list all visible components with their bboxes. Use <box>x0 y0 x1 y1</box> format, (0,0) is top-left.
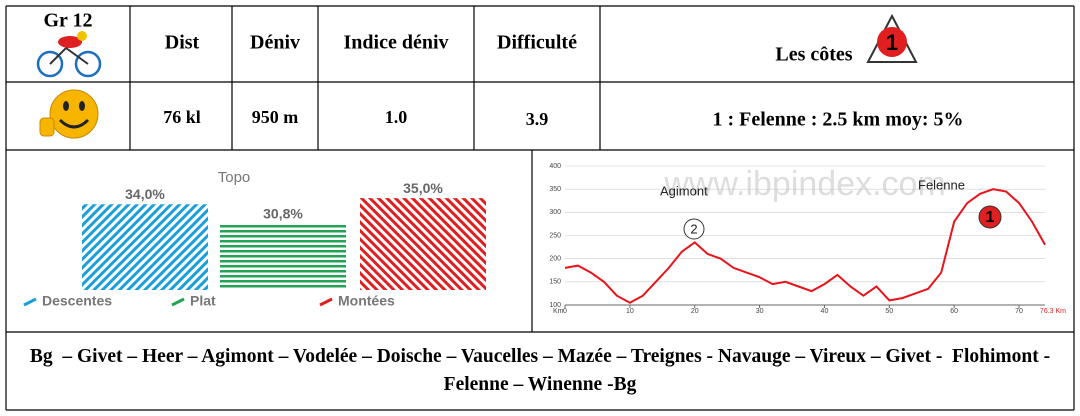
marker-circle <box>978 205 1002 229</box>
y-tick-label: 150 <box>549 279 561 286</box>
y-tick-label: 300 <box>549 209 561 216</box>
legend-key <box>171 297 185 307</box>
header-cell: Dist <box>165 32 200 54</box>
y-tick-label: 250 <box>549 232 561 239</box>
cyclist-icon <box>36 31 102 78</box>
header-cell: Difficulté <box>497 32 577 54</box>
cell: 76 kl <box>163 107 201 127</box>
x-tick-label: 10 <box>626 308 634 315</box>
header-cell: Gr 12 <box>43 10 92 32</box>
x-tick-label: 50 <box>885 308 893 315</box>
marker-circle <box>683 218 705 240</box>
x-tick-label: 30 <box>756 308 764 315</box>
header-cell: Les côtes <box>775 44 852 66</box>
table-borders <box>5 5 1075 411</box>
watermark: www.ibpindex.com <box>663 165 946 203</box>
smiley-icon <box>39 89 99 139</box>
annotation: Agimont <box>660 183 708 198</box>
legend-key <box>319 297 333 307</box>
value-label: 34,0% <box>125 186 165 202</box>
x-tick-label: 60 <box>950 308 958 315</box>
y-tick-label: 350 <box>549 186 561 193</box>
annotation: Felenne <box>918 177 965 192</box>
cell: 950 m <box>252 107 299 127</box>
charts: Topo 34,0% Descentes 30,8% Plat 35,0% Montées w… <box>23 163 1066 315</box>
bar <box>360 198 486 290</box>
end-label: 76.3 Km <box>1040 308 1066 315</box>
y-tick-label: 400 <box>549 163 561 170</box>
legend-label: Plat <box>190 293 216 309</box>
chart-title: Topo <box>218 169 251 186</box>
legend-label: Montées <box>338 293 395 309</box>
cell: 1.0 <box>385 107 408 127</box>
route: Bg – Givet – Heer – Agimont – Vodelée – … <box>29 346 1055 395</box>
header-cell: Déniv <box>250 32 300 54</box>
value-label: 30,8% <box>263 206 303 222</box>
elevation-line <box>564 188 1046 304</box>
header-cell: Indice déniv <box>343 32 448 54</box>
bar <box>220 223 346 290</box>
x-tick-label: 40 <box>821 308 829 315</box>
cell: 3.9 <box>526 109 549 129</box>
cell: 1 : Felenne : 2.5 km moy: 5% <box>712 109 963 131</box>
annotation: 2 <box>690 221 697 236</box>
y-tick-label: 200 <box>549 256 561 263</box>
bar <box>82 204 208 290</box>
warning-badge <box>866 13 918 63</box>
x-axis-label: Km <box>553 308 564 315</box>
legend-key <box>23 297 37 307</box>
x-tick-label: 20 <box>691 308 699 315</box>
legend-label: Descentes <box>42 293 112 309</box>
y-tick-label: 100 <box>549 302 561 309</box>
value-label: 35,0% <box>403 180 443 196</box>
badge-number: 1 <box>886 30 898 55</box>
x-tick-label: 70 <box>1015 308 1023 315</box>
x-tick-label: 0 <box>563 308 567 315</box>
annotation: 1 <box>986 209 995 226</box>
